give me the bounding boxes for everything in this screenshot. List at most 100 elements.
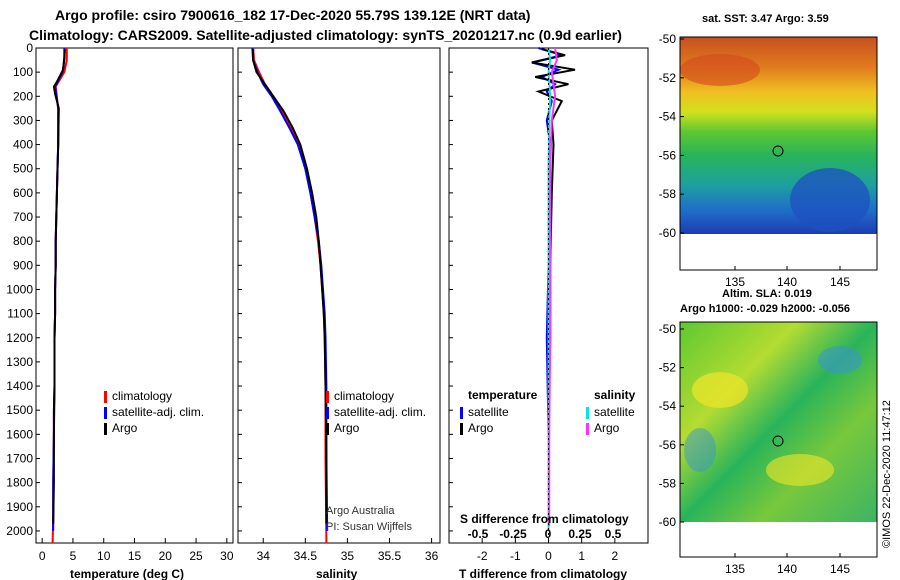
- salinity-difference-tick-label: 0.25: [568, 527, 592, 541]
- difference-xtick-label: 2: [611, 549, 618, 563]
- depth-tick-label: 1100: [7, 307, 33, 321]
- legend-temp-satellite-swatch: [460, 407, 463, 419]
- map-ytick-label: -50: [659, 322, 677, 336]
- temperature-frame: [35, 47, 234, 544]
- temperature-xtick-label: 0: [39, 549, 46, 563]
- map-ytick-label: -54: [659, 399, 677, 413]
- legend-satellite-swatch: [326, 407, 329, 419]
- sla-map: Altim. SLA: 0.019 Argo h1000: -0.029 h20…: [659, 288, 878, 576]
- depth-tick-label: 200: [13, 89, 33, 103]
- depth-tick-label: 1200: [6, 331, 33, 345]
- legend-salinity-title: salinity: [594, 388, 636, 402]
- depth-tick-label: 2000: [6, 524, 33, 538]
- salinity-xticks: 34 34.5 35 35.5 36: [257, 538, 439, 563]
- legend-argo-swatch: [326, 423, 329, 435]
- legend-temp-argo-swatch: [460, 423, 463, 435]
- sla-low-patch: [684, 428, 716, 472]
- salinity-difference-tick-label: -0.25: [499, 527, 527, 541]
- difference-xtick-label: -2: [477, 549, 488, 563]
- map-ytick-label: -60: [659, 515, 677, 529]
- sla-frame: [679, 321, 878, 558]
- sla-high-patch: [766, 454, 834, 486]
- map-ytick-label: -50: [659, 32, 677, 46]
- depth-tick-label: 1500: [6, 403, 33, 417]
- sst-cold-patch: [790, 168, 870, 232]
- difference-xtick-label: 1: [578, 549, 585, 563]
- credit-text: ©IMOS 22-Dec-2020 11:47:12: [881, 400, 893, 548]
- salinity-difference-ticks: -0.5 -0.25 0 0.25 0.5: [468, 527, 622, 541]
- depth-tick-label: 600: [13, 186, 33, 200]
- legend-climatology-swatch: [326, 391, 329, 403]
- map-xtick-label: 140: [777, 275, 797, 289]
- depth-tick-label: 900: [13, 258, 33, 272]
- map-ytick-label: -56: [659, 148, 677, 162]
- map-ytick-label: -60: [659, 226, 677, 240]
- difference-xlabel: T difference from climatology: [459, 567, 627, 580]
- legend-climatology-label: climatology: [334, 389, 394, 403]
- legend-climatology-label: climatology: [112, 389, 172, 403]
- depth-tick-label: 700: [13, 210, 33, 224]
- map-ytick-label: -58: [659, 187, 677, 201]
- salinity-xtick-label: 34: [257, 549, 271, 563]
- temperature-panel: 0 5 10 15 20 25 30 temperature (deg C) climato…: [35, 47, 234, 580]
- legend-satellite-label: satellite-adj. clim.: [334, 405, 426, 419]
- legend-temperature-title: temperature: [468, 388, 538, 402]
- salinity-xtick-label: 34.5: [294, 549, 318, 563]
- series-temperature-satellite-line: [531, 47, 566, 527]
- difference-xticks: -2 -1 0 1 2: [477, 538, 618, 563]
- depth-axis: 0 100 200 300 400 500 600 700 800 900 1000 1100 1200…: [6, 41, 453, 538]
- salinity-difference-label: S difference from climatology: [460, 512, 629, 526]
- sst-argo-marker: [772, 145, 784, 157]
- depth-tick-label: 0: [26, 41, 33, 55]
- sst-map: sat. SST: 3.47 Argo: 3.59 -50-52-54-56-5…: [659, 13, 878, 289]
- depth-tick-label: 400: [13, 138, 33, 152]
- sst-ticks: -50 -52 -54 -56 -58 -60 135 140 145: [659, 32, 851, 289]
- legend-sal-satellite-label: satellite: [594, 405, 635, 419]
- depth-tick-label: 1900: [6, 500, 33, 514]
- legend-satellite-swatch: [104, 407, 107, 419]
- depth-tick-label: 1800: [6, 476, 33, 490]
- legend-argo-label: Argo: [334, 421, 360, 435]
- temperature-xticks: 0 5 10 15 20 25 30: [39, 538, 234, 563]
- sst-frame: [679, 36, 878, 271]
- difference-profiles: [531, 47, 576, 543]
- series-salinity-argo-line: [548, 47, 558, 527]
- legend-sal-satellite-swatch: [586, 407, 589, 419]
- temperature-xtick-label: 25: [189, 549, 203, 563]
- series-temperature-argo-line: [531, 48, 576, 524]
- salinity-xlabel: salinity: [316, 567, 358, 580]
- salinity-xtick-label: 35.5: [378, 549, 402, 563]
- sla-low-patch: [818, 346, 862, 374]
- map-xtick-label: 145: [830, 275, 850, 289]
- temperature-xlabel: temperature (deg C): [70, 567, 184, 580]
- sla-high-patch: [692, 372, 748, 408]
- title-line-1: Argo profile: csiro 7900616_182 17-Dec-2…: [55, 7, 530, 23]
- sst-map-title: sat. SST: 3.47 Argo: 3.59: [702, 13, 829, 25]
- sst-warm-patch: [680, 54, 760, 86]
- series-argo-line: [252, 49, 328, 524]
- depth-tick-label: 100: [13, 65, 33, 79]
- difference-panel: -2 -1 0 1 2 -0.5 -0.25 0 0.25 0.5 T difference f…: [448, 47, 649, 580]
- map-ytick-label: -58: [659, 476, 677, 490]
- map-ytick-label: -52: [659, 71, 677, 85]
- salinity-panel: 34 34.5 35 35.5 36 salinity climatology sate…: [237, 47, 441, 580]
- salinity-xtick-label: 36: [425, 549, 439, 563]
- map-ytick-label: -52: [659, 361, 677, 375]
- difference-xtick-label: 0: [545, 549, 552, 563]
- salinity-difference-tick-label: 0: [545, 527, 552, 541]
- depth-tick-label: 1300: [6, 355, 33, 369]
- difference-xtick-label: -1: [510, 549, 521, 563]
- salinity-difference-tick-label: -0.5: [468, 527, 489, 541]
- sla-map-title-1: Altim. SLA: 0.019: [722, 288, 812, 300]
- legend-sal-argo-label: Argo: [594, 421, 620, 435]
- depth-tick-label: 800: [13, 234, 33, 248]
- depth-tick-label: 1000: [6, 282, 33, 296]
- map-xtick-label: 135: [725, 275, 745, 289]
- legend-satellite-label: satellite-adj. clim.: [112, 405, 204, 419]
- map-ytick-label: -56: [659, 438, 677, 452]
- map-xtick-label: 140: [777, 562, 797, 576]
- legend-sal-argo-swatch: [586, 423, 589, 435]
- legend-argo-swatch: [104, 423, 107, 435]
- depth-tick-label: 1700: [6, 451, 33, 465]
